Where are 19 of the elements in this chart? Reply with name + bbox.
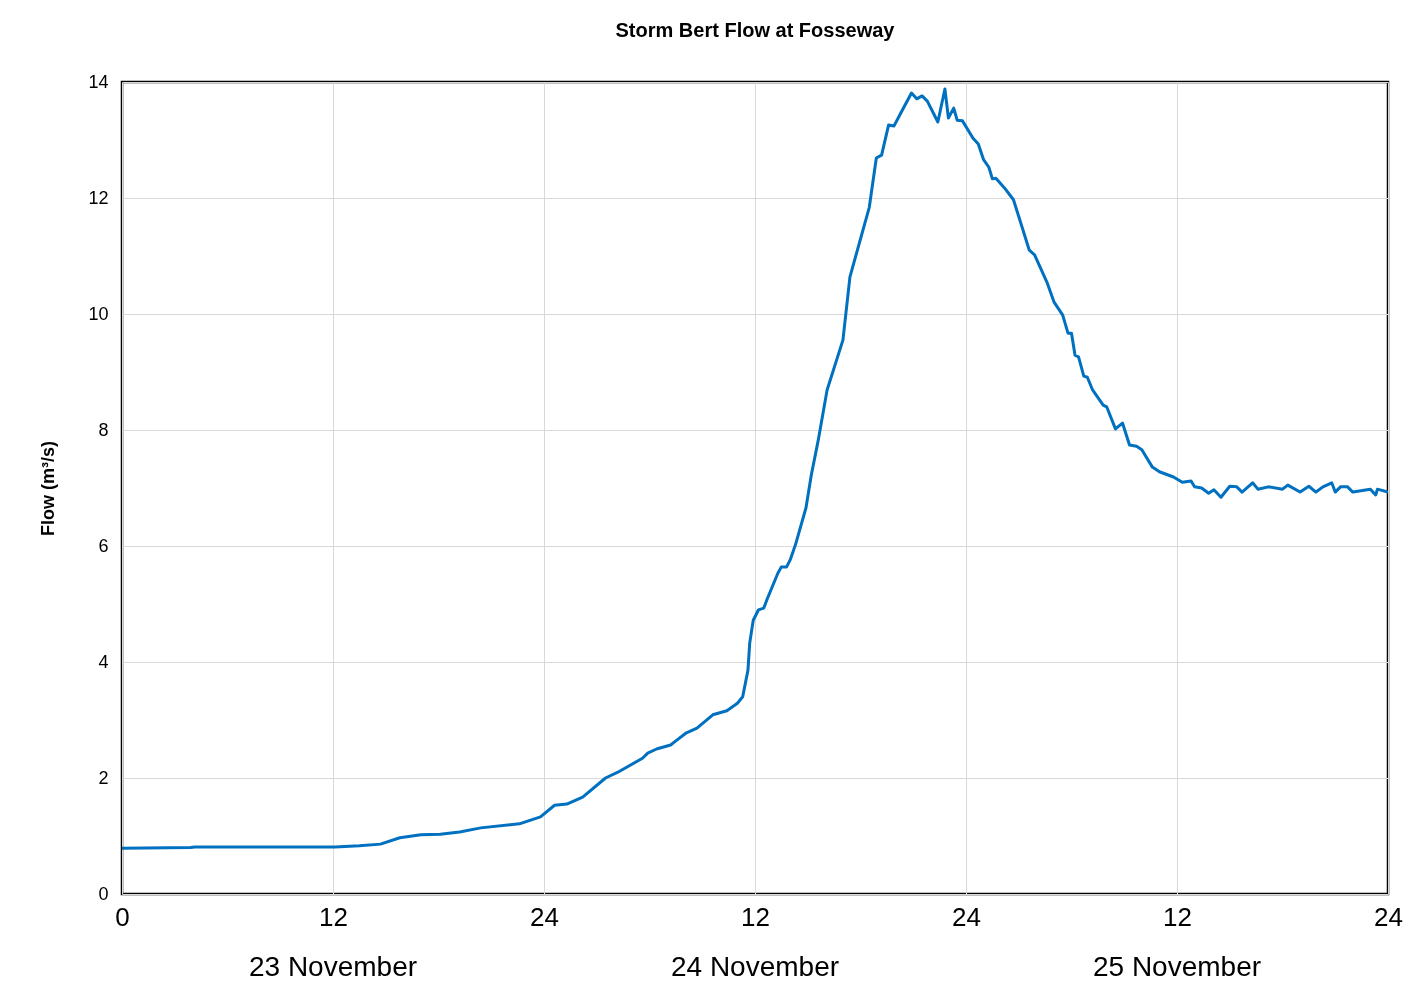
x-tick-label: 24 <box>530 901 559 932</box>
text: 23 November <box>248 951 418 982</box>
x-tick-label: 24 <box>1374 901 1403 932</box>
x-tick-label: 24 <box>952 901 981 932</box>
y-tick-label: 10 <box>88 303 109 324</box>
y-tick-label: 0 <box>98 883 109 904</box>
x-tick-label: 12 <box>741 901 770 932</box>
text: 25 November <box>1092 951 1262 982</box>
y-tick-label: 14 <box>88 71 109 92</box>
y-tick-label: 8 <box>98 419 109 440</box>
y-tick-label: 2 <box>98 767 109 788</box>
y-tick-label: 12 <box>88 187 109 208</box>
x-tick-label: 12 <box>1163 901 1192 932</box>
y-tick-label: 6 <box>98 535 109 556</box>
chart-title: Storm Bert Flow at Fosseway <box>615 19 896 41</box>
y-axis-title: Flow (m³/s) <box>38 441 59 536</box>
y-tick-label: 4 <box>98 651 109 672</box>
x-tick-label: 12 <box>319 901 348 932</box>
text: 24 November <box>670 951 840 982</box>
